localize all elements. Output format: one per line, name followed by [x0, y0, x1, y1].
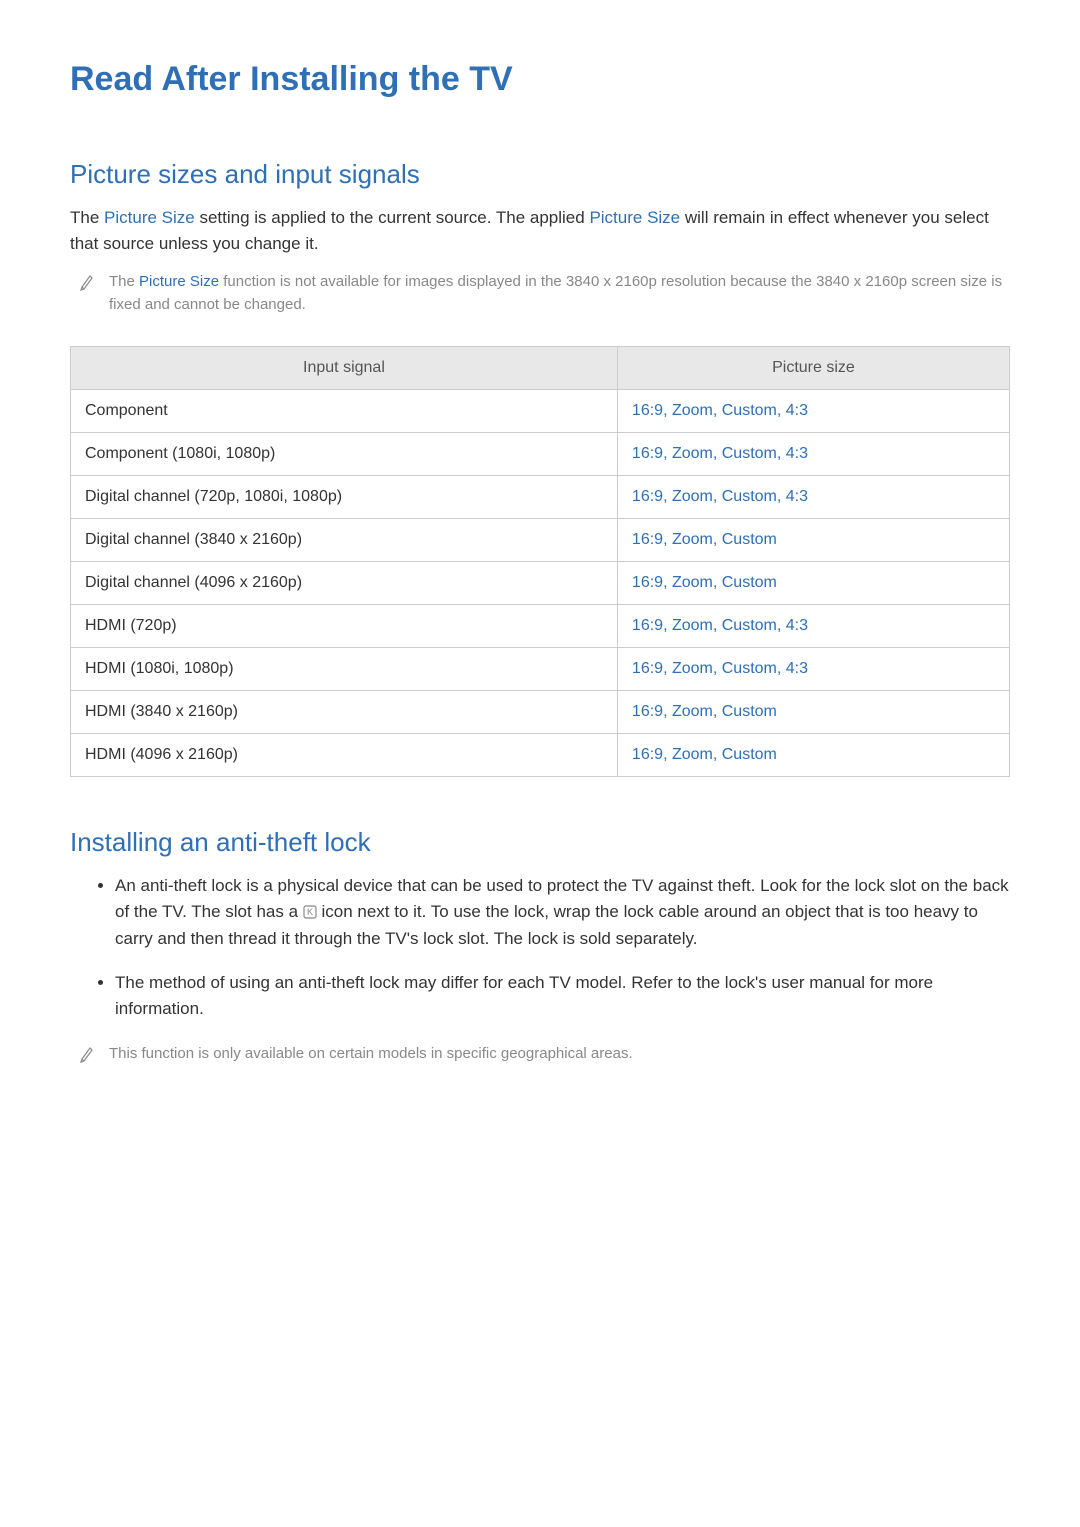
cell-signal: Digital channel (4096 x 2160p) [71, 562, 618, 605]
kensington-lock-icon: K [303, 901, 317, 915]
bullet-pre: The method of using an anti-theft lock m… [115, 973, 933, 1018]
note-text-2: This function is only available on certa… [109, 1043, 633, 1066]
signal-table: Input signal Picture size Component16:9,… [70, 346, 1010, 777]
intro-mid: setting is applied to the current source… [195, 208, 590, 227]
cell-size: 16:9, Zoom, Custom, 4:3 [617, 390, 1009, 433]
link-picture-size-1: Picture Size [104, 208, 195, 227]
section-heading-picture: Picture sizes and input signals [70, 159, 1010, 190]
cell-signal: Component [71, 390, 618, 433]
pencil-icon [80, 273, 94, 291]
bullet-list: An anti-theft lock is a physical device … [70, 873, 1010, 1023]
cell-signal: Digital channel (3840 x 2160p) [71, 519, 618, 562]
cell-signal: HDMI (720p) [71, 605, 618, 648]
cell-size: 16:9, Zoom, Custom, 4:3 [617, 433, 1009, 476]
svg-text:K: K [307, 907, 313, 917]
table-row: HDMI (720p)16:9, Zoom, Custom, 4:3 [71, 605, 1010, 648]
table-header-size: Picture size [617, 347, 1009, 390]
note-post: function is not available for images dis… [109, 273, 1002, 313]
table-row: Digital channel (720p, 1080i, 1080p)16:9… [71, 476, 1010, 519]
table-row: Digital channel (3840 x 2160p)16:9, Zoom… [71, 519, 1010, 562]
table-row: HDMI (3840 x 2160p)16:9, Zoom, Custom [71, 691, 1010, 734]
cell-signal: Component (1080i, 1080p) [71, 433, 618, 476]
link-picture-size-2: Picture Size [589, 208, 680, 227]
cell-size: 16:9, Zoom, Custom [617, 691, 1009, 734]
note-pre: The [109, 273, 139, 290]
table-row: Component (1080i, 1080p)16:9, Zoom, Cust… [71, 433, 1010, 476]
table-row: Component16:9, Zoom, Custom, 4:3 [71, 390, 1010, 433]
cell-size: 16:9, Zoom, Custom [617, 519, 1009, 562]
cell-size: 16:9, Zoom, Custom [617, 734, 1009, 777]
pencil-icon [80, 1045, 94, 1063]
note-block-1: The Picture Size function is not availab… [70, 271, 1010, 316]
note-text-1: The Picture Size function is not availab… [109, 271, 1010, 316]
table-row: Digital channel (4096 x 2160p)16:9, Zoom… [71, 562, 1010, 605]
page-title: Read After Installing the TV [70, 60, 1010, 99]
cell-size: 16:9, Zoom, Custom, 4:3 [617, 605, 1009, 648]
cell-signal: HDMI (3840 x 2160p) [71, 691, 618, 734]
cell-size: 16:9, Zoom, Custom, 4:3 [617, 648, 1009, 691]
intro-paragraph: The Picture Size setting is applied to t… [70, 205, 1010, 256]
cell-size: 16:9, Zoom, Custom [617, 562, 1009, 605]
intro-pre: The [70, 208, 104, 227]
section-heading-lock: Installing an anti-theft lock [70, 827, 1010, 858]
cell-signal: HDMI (1080i, 1080p) [71, 648, 618, 691]
list-item: The method of using an anti-theft lock m… [115, 970, 1010, 1023]
table-row: HDMI (4096 x 2160p)16:9, Zoom, Custom [71, 734, 1010, 777]
cell-size: 16:9, Zoom, Custom, 4:3 [617, 476, 1009, 519]
cell-signal: HDMI (4096 x 2160p) [71, 734, 618, 777]
table-header-signal: Input signal [71, 347, 618, 390]
note-block-2: This function is only available on certa… [70, 1043, 1010, 1066]
cell-signal: Digital channel (720p, 1080i, 1080p) [71, 476, 618, 519]
table-row: HDMI (1080i, 1080p)16:9, Zoom, Custom, 4… [71, 648, 1010, 691]
link-picture-size-note: Picture Size [139, 273, 219, 290]
list-item: An anti-theft lock is a physical device … [115, 873, 1010, 952]
